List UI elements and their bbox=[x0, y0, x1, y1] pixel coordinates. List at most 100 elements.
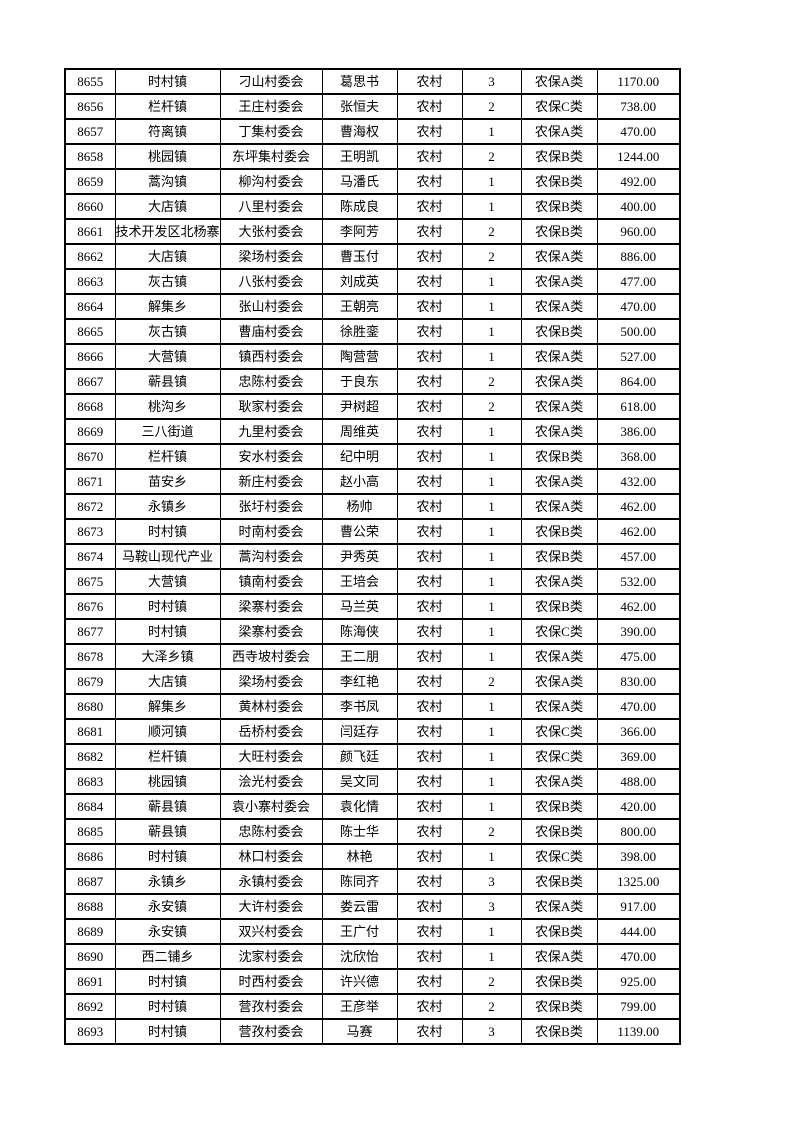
cell-text: 8672 bbox=[77, 499, 104, 514]
cell-type: 农村 bbox=[396, 518, 463, 545]
table-row: 8667 蕲县镇 忠陈村委会 于良东 农村 2 农保A类 864.00 bbox=[64, 368, 681, 395]
cell-text: 颜飞廷 bbox=[340, 749, 380, 764]
cell-count: 1 bbox=[461, 468, 522, 495]
cell-text: 830.00 bbox=[620, 674, 657, 689]
cell-village: 营孜村委会 bbox=[219, 993, 323, 1020]
cell-text: 技术开发区北杨寨 bbox=[115, 224, 220, 239]
cell-text: 王庄村委会 bbox=[238, 99, 304, 114]
cell-village: 营孜村委会 bbox=[219, 1018, 323, 1045]
cell-text: 农村 bbox=[416, 799, 443, 814]
cell-text: 8692 bbox=[77, 999, 104, 1014]
cell-id: 8678 bbox=[64, 643, 116, 670]
cell-town: 大泽乡镇 bbox=[114, 643, 221, 670]
cell-person: 李红艳 bbox=[321, 668, 398, 695]
cell-town: 顺河镇 bbox=[114, 718, 221, 745]
cell-text: 新庄村委会 bbox=[238, 474, 304, 489]
cell-text: 农村 bbox=[416, 199, 443, 214]
cell-text: 1 bbox=[488, 649, 495, 664]
cell-text: 8671 bbox=[77, 474, 104, 489]
cell-town: 大店镇 bbox=[114, 243, 221, 270]
cell-category: 农保B类 bbox=[520, 968, 598, 995]
cell-village: 安水村委会 bbox=[219, 443, 323, 470]
cell-count: 3 bbox=[461, 868, 522, 895]
cell-person: 袁化情 bbox=[321, 793, 398, 820]
cell-text: 8667 bbox=[77, 374, 104, 389]
cell-count: 2 bbox=[461, 968, 522, 995]
cell-text: 8673 bbox=[77, 524, 104, 539]
cell-text: 农村 bbox=[416, 899, 443, 914]
cell-category: 农保A类 bbox=[520, 293, 598, 320]
cell-text: 农村 bbox=[416, 849, 443, 864]
cell-text: 2 bbox=[488, 999, 495, 1014]
cell-text: 农村 bbox=[416, 449, 443, 464]
cell-id: 8674 bbox=[64, 543, 116, 570]
cell-text: 桃园镇 bbox=[148, 774, 188, 789]
cell-village: 刁山村委会 bbox=[219, 68, 323, 95]
cell-town: 马鞍山现代产业 bbox=[114, 543, 221, 570]
cell-text: 1 bbox=[488, 499, 495, 514]
cell-text: 400.00 bbox=[620, 199, 657, 214]
cell-text: 3 bbox=[488, 899, 495, 914]
cell-text: 王广付 bbox=[340, 924, 380, 939]
cell-text: 杨帅 bbox=[346, 499, 373, 514]
cell-text: 农保B类 bbox=[535, 549, 583, 564]
cell-id: 8656 bbox=[64, 93, 116, 120]
cell-count: 2 bbox=[461, 993, 522, 1020]
cell-text: 柳沟村委会 bbox=[238, 174, 304, 189]
cell-text: 864.00 bbox=[620, 374, 657, 389]
cell-person: 王广付 bbox=[321, 918, 398, 945]
cell-text: 366.00 bbox=[620, 724, 657, 739]
cell-text: 475.00 bbox=[620, 649, 657, 664]
cell-text: 8675 bbox=[77, 574, 104, 589]
cell-text: 刘成英 bbox=[340, 274, 380, 289]
cell-amount: 386.00 bbox=[596, 418, 681, 445]
cell-text: 8684 bbox=[77, 799, 104, 814]
cell-amount: 925.00 bbox=[596, 968, 681, 995]
cell-text: 8682 bbox=[77, 749, 104, 764]
cell-amount: 444.00 bbox=[596, 918, 681, 945]
cell-text: 丁集村委会 bbox=[238, 124, 304, 139]
cell-type: 农村 bbox=[396, 318, 463, 345]
cell-text: 1 bbox=[488, 799, 495, 814]
cell-person: 纪中明 bbox=[321, 443, 398, 470]
cell-text: 农村 bbox=[416, 949, 443, 964]
cell-text: 农村 bbox=[416, 549, 443, 564]
cell-text: 1 bbox=[488, 349, 495, 364]
cell-town: 苗安乡 bbox=[114, 468, 221, 495]
cell-count: 1 bbox=[461, 293, 522, 320]
cell-town: 时村镇 bbox=[114, 618, 221, 645]
cell-text: 时村镇 bbox=[148, 74, 188, 89]
cell-type: 农村 bbox=[396, 168, 463, 195]
cell-text: 3 bbox=[488, 874, 495, 889]
cell-text: 1 bbox=[488, 299, 495, 314]
cell-text: 马兰英 bbox=[340, 599, 380, 614]
cell-text: 8687 bbox=[77, 874, 104, 889]
table-row: 8686 时村镇 林口村委会 林艳 农村 1 农保C类 398.00 bbox=[64, 843, 681, 870]
cell-category: 农保A类 bbox=[520, 468, 598, 495]
cell-town: 永镇乡 bbox=[114, 868, 221, 895]
cell-text: 农保A类 bbox=[534, 674, 584, 689]
cell-text: 农保A类 bbox=[534, 649, 584, 664]
cell-town: 蒿沟镇 bbox=[114, 168, 221, 195]
cell-text: 8662 bbox=[77, 249, 104, 264]
cell-text: 1244.00 bbox=[617, 149, 660, 164]
cell-person: 赵小高 bbox=[321, 468, 398, 495]
cell-amount: 366.00 bbox=[596, 718, 681, 745]
cell-category: 农保A类 bbox=[520, 368, 598, 395]
cell-town: 时村镇 bbox=[114, 593, 221, 620]
cell-type: 农村 bbox=[396, 868, 463, 895]
cell-village: 新庄村委会 bbox=[219, 468, 323, 495]
cell-person: 王培会 bbox=[321, 568, 398, 595]
cell-amount: 477.00 bbox=[596, 268, 681, 295]
cell-person: 刘成英 bbox=[321, 268, 398, 295]
cell-amount: 618.00 bbox=[596, 393, 681, 420]
cell-town: 大营镇 bbox=[114, 343, 221, 370]
cell-text: 8686 bbox=[77, 849, 104, 864]
table-row: 8659 蒿沟镇 柳沟村委会 马潘氏 农村 1 农保B类 492.00 bbox=[64, 168, 681, 195]
cell-text: 2 bbox=[488, 224, 495, 239]
cell-text: 李阿芳 bbox=[340, 224, 380, 239]
cell-text: 马潘氏 bbox=[340, 174, 380, 189]
cell-text: 曹公荣 bbox=[340, 524, 380, 539]
cell-type: 农村 bbox=[396, 118, 463, 145]
cell-person: 沈欣怡 bbox=[321, 943, 398, 970]
